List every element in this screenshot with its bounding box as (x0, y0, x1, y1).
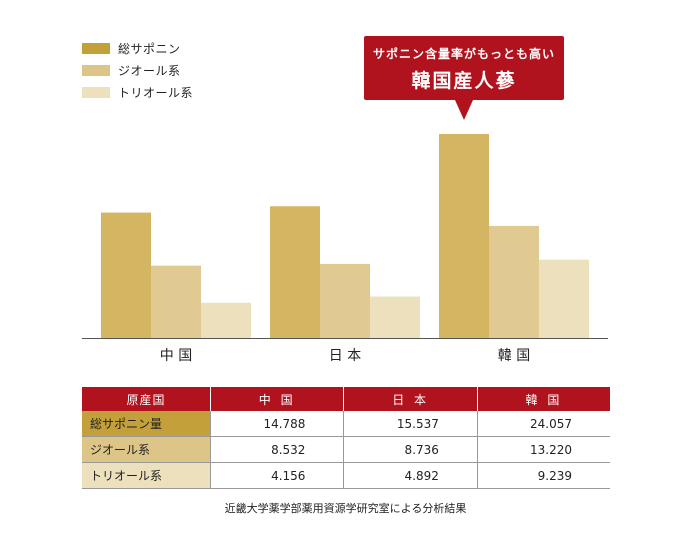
legend-label: トリオール系 (118, 85, 194, 100)
chart-legend: 総サポニン ジオール系 トリオール系 (82, 38, 193, 104)
legend-label: ジオール系 (118, 63, 181, 78)
table-cell: 14.788 (209, 411, 344, 437)
table-cell: 4.892 (343, 462, 478, 489)
legend-item-total-saponin: 総サポニン (82, 38, 193, 58)
bar-2-3 (370, 296, 420, 338)
legend-swatch (82, 86, 110, 98)
bar-2-1 (270, 206, 320, 338)
bar-1-1 (101, 212, 151, 338)
legend-label: 総サポニン (118, 41, 181, 56)
table-header-cell: 日 本 (343, 387, 478, 411)
table-cell: 24.057 (476, 411, 610, 437)
bar-1-3 (201, 302, 251, 338)
table-cell: 9.239 (476, 462, 610, 489)
table-cell: 13.220 (476, 436, 610, 463)
table-row: ジオール系 8.532 8.736 13.220 (82, 436, 610, 463)
bar-1-2 (151, 265, 201, 338)
source-footnote: 近畿大学薬学部薬用資源学研究室による分析結果 (224, 502, 467, 515)
table-header-row: 原産国 中 国 日 本 韓 国 (82, 387, 610, 411)
data-table: 原産国 中 国 日 本 韓 国 総サポニン量 14.788 15.537 24.… (82, 387, 610, 489)
legend-item-triol: トリオール系 (82, 82, 193, 102)
legend-item-diol: ジオール系 (82, 60, 193, 80)
bar-2-2 (320, 263, 370, 338)
callout-subtitle: サポニン含量率がもっとも高い (372, 47, 555, 61)
legend-swatch (82, 42, 110, 54)
bar-3-3 (539, 259, 589, 338)
table-row: 総サポニン量 14.788 15.537 24.057 (82, 411, 610, 437)
table-cell: 8.736 (343, 436, 478, 463)
table-header-cell: 中 国 (209, 387, 344, 411)
highlight-callout: サポニン含量率がもっとも高い 韓国産人蔘 (364, 36, 564, 120)
x-tick-label: 韓 国 (498, 348, 530, 364)
bar-3-2 (489, 225, 539, 338)
table-row-label: 総サポニン量 (82, 411, 211, 437)
table-header-cell: 原産国 (82, 387, 211, 411)
bar-3-1 (439, 134, 489, 338)
table-header-cell: 韓 国 (476, 387, 610, 411)
bar-chart: 中 国日 本韓 国 (82, 134, 608, 364)
table-row: トリオール系 4.156 4.892 9.239 (82, 462, 610, 489)
table-row-label: ジオール系 (82, 436, 211, 463)
x-tick-label: 中 国 (160, 348, 192, 364)
table-cell: 4.156 (209, 462, 344, 489)
legend-swatch (82, 64, 110, 76)
table-cell: 15.537 (343, 411, 478, 437)
table-cell: 8.532 (209, 436, 344, 463)
callout-title: 韓国産人蔘 (411, 70, 517, 92)
table-row-label: トリオール系 (82, 462, 211, 489)
x-tick-label: 日 本 (329, 348, 361, 364)
